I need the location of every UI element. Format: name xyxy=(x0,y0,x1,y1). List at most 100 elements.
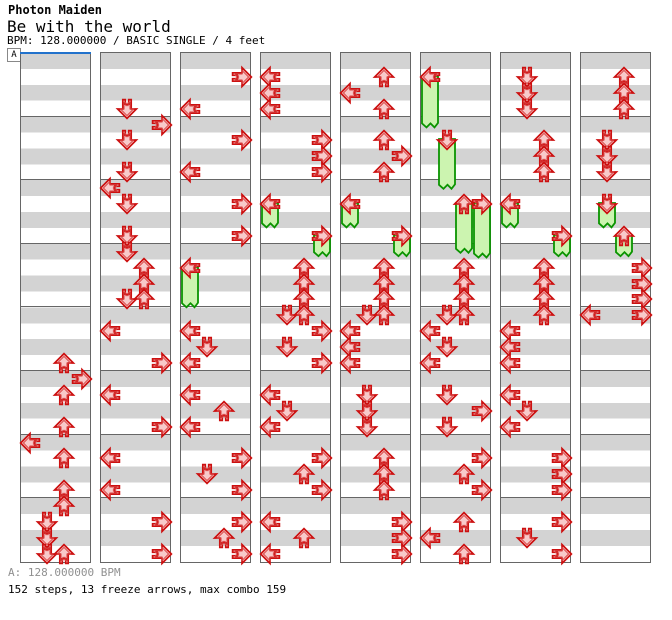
step-arrow-right xyxy=(231,193,252,215)
step-arrow-up xyxy=(373,98,395,119)
step-arrow-down xyxy=(436,130,458,151)
measure-line xyxy=(100,115,171,117)
step-arrow-down xyxy=(436,384,458,406)
step-arrow-up xyxy=(133,289,155,310)
measure-line xyxy=(20,370,91,371)
step-arrow-down xyxy=(116,98,138,119)
step-arrow-right xyxy=(311,480,332,501)
step-arrow-right xyxy=(151,416,172,437)
step-arrow-right xyxy=(231,225,252,247)
step-arrow-up xyxy=(453,305,475,326)
measure-line xyxy=(180,497,251,499)
song-title: Be with the world xyxy=(7,17,171,36)
measure-line xyxy=(100,179,171,181)
step-arrow-up xyxy=(533,162,555,183)
measure-line xyxy=(420,433,491,435)
step-arrow-right xyxy=(231,448,252,469)
step-arrow-left xyxy=(99,480,120,501)
chart-column-8 xyxy=(579,52,652,563)
chart-column-6 xyxy=(419,52,492,565)
step-arrow-up xyxy=(53,384,75,406)
step-arrow-right xyxy=(551,480,572,501)
measure-line xyxy=(420,115,491,117)
step-arrow-right xyxy=(311,352,332,374)
measure-line xyxy=(20,179,91,181)
measure-line xyxy=(500,179,571,181)
step-arrow-down xyxy=(516,98,538,119)
measure-line xyxy=(100,306,171,308)
measure-line xyxy=(20,433,91,435)
step-arrow-left xyxy=(499,193,520,215)
measure-line xyxy=(260,433,331,435)
step-arrow-up xyxy=(53,416,75,437)
measure-line xyxy=(260,497,331,499)
measure-line xyxy=(100,433,171,435)
measure-line xyxy=(340,306,411,308)
step-arrow-up xyxy=(53,448,75,469)
measure-line xyxy=(500,115,571,117)
step-arrow-left xyxy=(179,98,200,119)
step-arrow-up xyxy=(453,511,475,533)
measure-line xyxy=(100,370,171,371)
step-arrow-left xyxy=(419,66,440,88)
step-arrow-left xyxy=(339,193,360,215)
freeze-arrow-up xyxy=(455,202,473,255)
step-arrow-right xyxy=(231,480,252,501)
measure-line xyxy=(420,497,491,499)
step-arrow-left xyxy=(339,82,360,104)
step-arrow-right xyxy=(151,114,172,135)
chart-column-1 xyxy=(19,52,92,565)
step-arrow-right xyxy=(311,225,332,247)
step-arrow-right xyxy=(231,66,252,88)
step-arrow-left xyxy=(99,448,120,469)
chart-column-4 xyxy=(259,52,332,565)
step-arrow-left xyxy=(339,352,360,374)
step-arrow-left xyxy=(179,416,200,437)
step-arrow-up xyxy=(373,305,395,326)
step-arrow-up xyxy=(53,543,75,565)
step-arrow-up xyxy=(453,543,475,565)
measure-line xyxy=(340,115,411,117)
step-arrow-down xyxy=(436,416,458,437)
measure-line xyxy=(340,370,411,371)
chart-difficulty-info: BPM: 128.000000 / BASIC SINGLE / 4 feet xyxy=(7,34,266,47)
measure-line xyxy=(20,306,91,308)
step-arrow-right xyxy=(231,130,252,151)
step-arrow-up xyxy=(293,527,315,549)
step-arrow-down xyxy=(596,193,618,215)
step-arrow-right xyxy=(151,352,172,374)
step-arrow-down xyxy=(276,336,298,358)
step-arrow-left xyxy=(259,98,280,119)
measure-line xyxy=(180,242,251,244)
step-arrow-left xyxy=(579,305,600,326)
step-arrow-right xyxy=(551,543,572,565)
step-arrow-left xyxy=(19,432,40,453)
step-arrow-left xyxy=(259,416,280,437)
step-arrow-right xyxy=(151,543,172,565)
step-arrow-left xyxy=(99,384,120,406)
step-arrow-right xyxy=(391,225,412,247)
measure-line xyxy=(180,179,251,181)
step-arrow-right xyxy=(631,305,652,326)
step-arrow-up xyxy=(533,305,555,326)
step-arrow-left xyxy=(179,352,200,374)
chart-column-5 xyxy=(339,52,412,565)
measure-line xyxy=(180,433,251,435)
measure-line xyxy=(340,433,411,435)
step-arrow-right xyxy=(471,480,492,501)
step-arrow-right xyxy=(231,543,252,565)
step-arrow-down xyxy=(356,416,378,437)
artist-name: Photon Maiden xyxy=(8,3,102,17)
chart-column-7 xyxy=(499,52,572,565)
step-arrow-down xyxy=(596,162,618,183)
step-arrow-up xyxy=(613,98,635,119)
bpm-section-start-line xyxy=(20,52,91,54)
step-arrow-right xyxy=(551,511,572,533)
measure-line xyxy=(340,242,411,244)
freeze-arrow-left xyxy=(420,74,439,129)
measure-line xyxy=(100,497,171,499)
step-arrow-left xyxy=(419,527,440,549)
step-arrow-left xyxy=(419,352,440,374)
step-arrow-left xyxy=(499,352,520,374)
